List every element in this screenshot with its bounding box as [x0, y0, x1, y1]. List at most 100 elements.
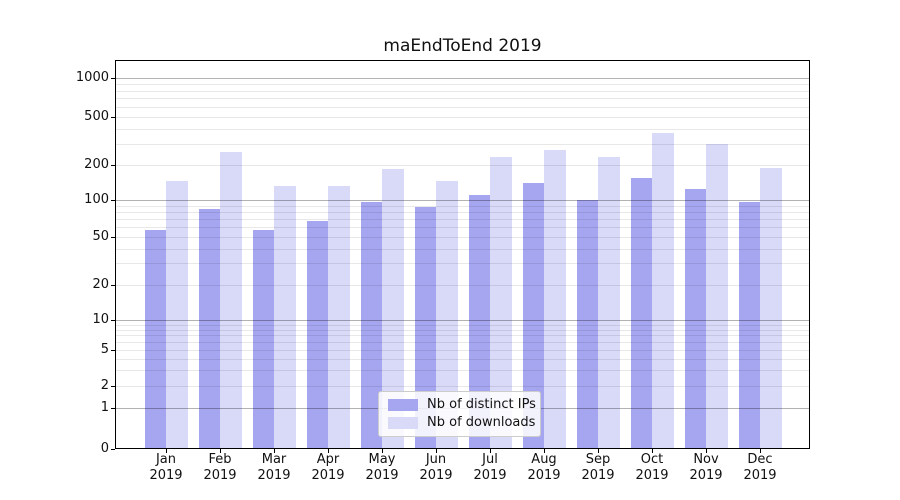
y-tick-label-20: 20 — [92, 276, 109, 292]
bar-nb-of-distinct-ips-feb — [198, 208, 220, 449]
gridline-minor-2 — [116, 386, 809, 387]
bar-nb-of-downloads-jan — [166, 181, 188, 449]
bar-nb-of-distinct-ips-jun — [414, 207, 436, 449]
gridline-major-100 — [116, 200, 809, 201]
x-tick-mark-dec — [760, 449, 761, 453]
y-tick-mark-100 — [111, 200, 115, 201]
y-tick-mark-50 — [111, 237, 115, 238]
x-tick-label-sep: Sep 2019 — [581, 452, 615, 483]
legend-label-nb-of-downloads: Nb of downloads — [427, 415, 536, 430]
gridline-minor-50 — [116, 237, 809, 238]
gridline-minor-8 — [116, 329, 809, 331]
x-tick-mark-mar — [274, 449, 275, 453]
x-tick-label-mar: Mar 2019 — [257, 452, 291, 483]
x-tick-mark-feb — [220, 449, 221, 453]
gridline-minor-700 — [116, 98, 809, 100]
y-tick-label-10: 10 — [92, 312, 109, 327]
legend-swatch-nb-of-distinct-ips — [388, 399, 418, 411]
y-tick-mark-20 — [111, 284, 115, 286]
bar-nb-of-downloads-jul — [490, 157, 512, 449]
gridline-minor-90 — [116, 205, 809, 207]
legend-item-nb-of-distinct-ips: Nb of distinct IPs — [388, 398, 536, 412]
bar-nb-of-distinct-ips-mar — [252, 230, 274, 449]
bar-nb-of-downloads-apr — [328, 185, 350, 449]
x-tick-label-jul: Jul 2019 — [473, 452, 507, 483]
legend: Nb of distinct IPs Nb of downloads — [378, 391, 541, 437]
x-tick-mark-oct — [652, 449, 653, 453]
bar-nb-of-distinct-ips-sep — [576, 200, 598, 449]
bar-nb-of-downloads-jun — [436, 180, 458, 449]
x-tick-label-nov: Nov 2019 — [689, 452, 723, 483]
bar-nb-of-distinct-ips-may — [360, 201, 382, 449]
x-tick-label-jan: Jan 2019 — [149, 452, 183, 483]
x-tick-mark-jul — [490, 449, 491, 453]
bar-nb-of-downloads-feb — [220, 152, 242, 449]
bar-nb-of-downloads-aug — [544, 150, 566, 449]
y-tick-mark-10 — [111, 320, 115, 321]
x-tick-mark-aug — [544, 449, 545, 453]
x-tick-label-may: May 2019 — [365, 452, 399, 483]
gridline-minor-80 — [116, 211, 809, 213]
bar-nb-of-distinct-ips-apr — [306, 220, 328, 449]
x-tick-label-feb: Feb 2019 — [203, 452, 237, 483]
y-tick-label-100: 100 — [84, 192, 109, 207]
gridline-minor-3 — [116, 370, 809, 372]
gridline-minor-40 — [116, 248, 809, 250]
y-tick-mark-0 — [111, 449, 115, 450]
y-tick-label-1: 1 — [100, 400, 109, 415]
x-tick-mark-apr — [328, 449, 329, 453]
y-tick-label-0: 0 — [100, 441, 109, 456]
legend-item-nb-of-downloads: Nb of downloads — [388, 416, 535, 430]
bar-nb-of-distinct-ips-jan — [144, 230, 166, 449]
bar-nb-of-downloads-dec — [760, 168, 782, 449]
gridline-minor-5 — [116, 350, 809, 351]
y-tick-mark-5 — [111, 350, 115, 351]
gridline-minor-60 — [116, 227, 809, 229]
x-tick-mark-jun — [436, 449, 437, 453]
bar-nb-of-downloads-mar — [274, 185, 296, 449]
gridline-minor-30 — [116, 263, 809, 265]
bar-nb-of-downloads-may — [382, 168, 404, 449]
gridline-minor-200 — [116, 165, 809, 166]
gridline-minor-70 — [116, 219, 809, 221]
y-tick-label-500: 500 — [84, 109, 109, 124]
y-tick-mark-1 — [111, 408, 115, 409]
gridline-major-1000 — [116, 78, 809, 79]
bar-nb-of-distinct-ips-dec — [738, 201, 760, 449]
y-tick-label-1000: 1000 — [75, 70, 109, 85]
chart-title: maEndToEnd 2019 — [383, 36, 542, 56]
y-tick-label-200: 200 — [84, 157, 109, 172]
gridline-minor-300 — [116, 143, 809, 145]
bar-nb-of-distinct-ips-aug — [522, 183, 544, 449]
gridline-major-10 — [116, 320, 809, 321]
x-tick-mark-may — [382, 449, 383, 453]
x-tick-label-dec: Dec 2019 — [743, 452, 777, 483]
y-tick-label-5: 5 — [100, 342, 109, 357]
gridline-minor-6 — [116, 342, 809, 344]
gridline-minor-600 — [116, 106, 809, 108]
gridline-minor-800 — [116, 90, 809, 92]
x-tick-mark-sep — [598, 449, 599, 453]
bar-nb-of-distinct-ips-nov — [684, 189, 706, 449]
gridline-minor-7 — [116, 335, 809, 337]
x-tick-mark-jan — [166, 449, 167, 453]
bar-nb-of-downloads-nov — [706, 143, 728, 449]
bar-nb-of-downloads-sep — [598, 156, 620, 449]
legend-label-nb-of-distinct-ips: Nb of distinct IPs — [427, 397, 536, 412]
y-tick-mark-1000 — [111, 78, 115, 79]
x-tick-label-apr: Apr 2019 — [311, 452, 345, 483]
gridline-minor-500 — [116, 117, 809, 118]
legend-swatch-nb-of-downloads — [388, 417, 418, 429]
x-tick-label-jun: Jun 2019 — [419, 452, 453, 483]
x-tick-label-oct: Oct 2019 — [635, 452, 669, 483]
y-tick-mark-500 — [111, 117, 115, 118]
y-tick-mark-200 — [111, 165, 115, 166]
x-tick-mark-nov — [706, 449, 707, 453]
bar-nb-of-downloads-oct — [652, 132, 674, 449]
y-tick-mark-2 — [111, 386, 115, 387]
gridline-minor-9 — [116, 324, 809, 326]
gridline-minor-4 — [116, 358, 809, 360]
gridline-minor-400 — [116, 128, 809, 130]
bar-nb-of-distinct-ips-jul — [468, 195, 490, 449]
